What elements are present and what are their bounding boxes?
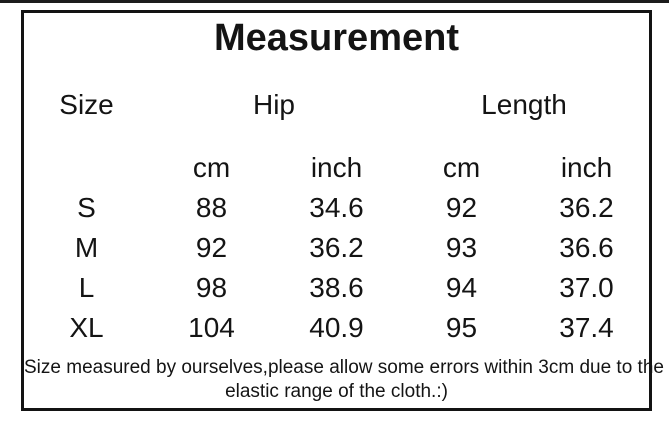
column-header-hip: Hip: [252, 89, 295, 120]
units-header-row: cm inch cm inch: [24, 128, 649, 188]
size-cell: L: [78, 272, 95, 303]
unit-header-hip-cm: cm: [192, 152, 231, 183]
footnote-line-1: Size measured by ourselves,please allow …: [24, 357, 664, 378]
hip-cm-cell: 88: [195, 192, 228, 223]
unit-header-length-cm: cm: [442, 152, 481, 183]
footnote: Size measured by ourselves,please allow …: [24, 356, 664, 404]
hip-inch-cell: 38.6: [309, 272, 364, 303]
length-cm-cell: 94: [445, 272, 478, 303]
group-header-row: Size Hip Length: [24, 82, 649, 128]
size-table: Size Hip Length cm inch cm inch S 88 34.…: [24, 82, 649, 348]
length-inch-cell: 36.6: [559, 232, 614, 263]
table-row: M 92 36.2 93 36.6: [24, 228, 649, 268]
column-header-size: Size: [59, 89, 114, 120]
top-divider: [0, 0, 669, 3]
length-inch-cell: 37.4: [559, 312, 614, 343]
size-cell: M: [74, 232, 99, 263]
column-header-length: Length: [481, 89, 567, 120]
hip-inch-cell: 34.6: [309, 192, 364, 223]
length-cm-cell: 95: [445, 312, 478, 343]
hip-cm-cell: 104: [188, 312, 235, 343]
unit-header-hip-inch: inch: [310, 152, 363, 183]
length-cm-cell: 93: [445, 232, 478, 263]
hip-cm-cell: 98: [195, 272, 228, 303]
table-row: XL 104 40.9 95 37.4: [24, 308, 649, 348]
empty-cell: [24, 128, 149, 188]
table-row: S 88 34.6 92 36.2: [24, 188, 649, 228]
footnote-line-2: elastic range of the cloth.:): [225, 381, 448, 402]
length-inch-cell: 37.0: [559, 272, 614, 303]
length-inch-cell: 36.2: [559, 192, 614, 223]
table-row: L 98 38.6 94 37.0: [24, 268, 649, 308]
size-cell: XL: [69, 312, 104, 343]
measurement-panel: Measurement Size Hip Length cm inch cm i…: [21, 10, 664, 411]
unit-header-length-inch: inch: [560, 152, 613, 183]
hip-inch-cell: 36.2: [309, 232, 364, 263]
size-cell: S: [77, 192, 96, 223]
length-cm-cell: 92: [445, 192, 478, 223]
hip-cm-cell: 92: [195, 232, 228, 263]
page-title: Measurement: [214, 17, 459, 59]
hip-inch-cell: 40.9: [309, 312, 364, 343]
